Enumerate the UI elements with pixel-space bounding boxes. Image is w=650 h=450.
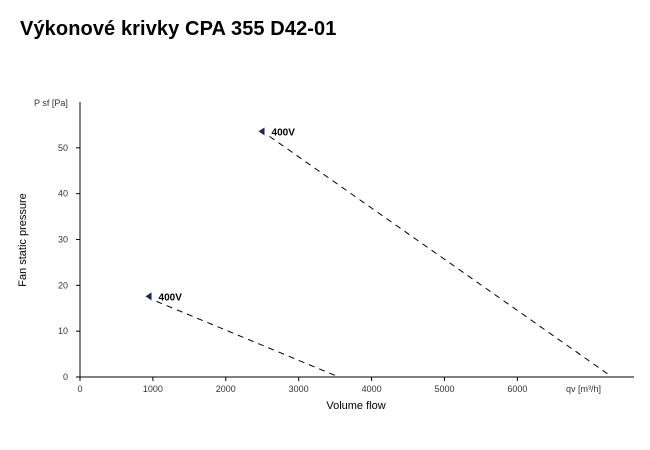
series-line-1 <box>156 300 339 378</box>
y-tick-label: 30 <box>58 235 68 245</box>
series-label-2: 400V <box>272 127 296 138</box>
x-tick-label: 3000 <box>289 384 309 394</box>
y-axis-ticks: 0 10 20 30 40 50 <box>58 143 80 382</box>
x-tick-label: 0 <box>77 384 82 394</box>
x-tick-label: 1000 <box>143 384 163 394</box>
y-tick-label: 40 <box>58 189 68 199</box>
series-line-2 <box>269 135 613 378</box>
x-tick-label: 4000 <box>362 384 382 394</box>
y-tick-label: 10 <box>58 326 68 336</box>
y-tick-label: 50 <box>58 143 68 153</box>
x-axis-ticks: 0 1000 2000 3000 4000 5000 6000 <box>77 377 527 394</box>
x-tick-label: 6000 <box>507 384 527 394</box>
series-marker-1-icon <box>145 292 152 301</box>
page-title: Výkonové krivky CPA 355 D42-01 <box>20 18 337 40</box>
x-axis-title: Volume flow <box>326 400 385 412</box>
y-tick-label: 20 <box>58 280 68 290</box>
y-axis-title: Fan static pressure <box>17 193 29 287</box>
plot-area: 0 1000 2000 3000 4000 5000 6000 0 10 20 30 40 50 40… <box>58 102 634 394</box>
y-tick-label: 0 <box>63 372 68 382</box>
x-tick-label: 5000 <box>434 384 454 394</box>
series-label-1: 400V <box>159 292 183 303</box>
series-group: 400V 400V <box>145 127 613 378</box>
y-axis-unit-label: P sf [Pa] <box>34 98 68 108</box>
x-axis-unit-label: qv [m³/h] <box>566 384 601 394</box>
x-tick-label: 2000 <box>216 384 236 394</box>
series-marker-2-icon <box>258 127 265 136</box>
